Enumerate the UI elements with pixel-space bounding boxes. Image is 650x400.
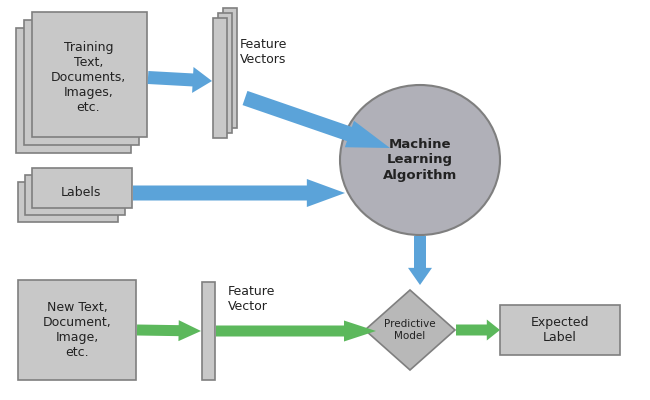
Bar <box>16 28 131 153</box>
Bar <box>500 305 620 355</box>
Bar <box>32 12 147 137</box>
Polygon shape <box>456 320 500 340</box>
Polygon shape <box>408 236 432 285</box>
Text: Machine
Learning
Algorithm: Machine Learning Algorithm <box>383 138 457 182</box>
Text: New Text,
Document,
Image,
etc.: New Text, Document, Image, etc. <box>43 301 111 359</box>
Polygon shape <box>242 91 390 148</box>
Bar <box>32 168 132 208</box>
Bar <box>202 282 215 380</box>
Bar <box>18 280 136 380</box>
Bar <box>25 175 125 215</box>
Bar <box>213 18 227 138</box>
Text: Predictive
Model: Predictive Model <box>384 319 436 341</box>
Text: Feature
Vectors: Feature Vectors <box>240 38 287 66</box>
Text: Expected
Label: Expected Label <box>531 316 590 344</box>
Polygon shape <box>137 320 201 341</box>
Polygon shape <box>148 67 212 93</box>
Bar <box>223 8 237 128</box>
Text: Training
Text,
Documents,
Images,
etc.: Training Text, Documents, Images, etc. <box>51 41 126 114</box>
Bar <box>24 20 139 145</box>
Text: Labels: Labels <box>61 186 101 200</box>
Polygon shape <box>216 320 376 342</box>
Text: Feature
Vector: Feature Vector <box>228 285 276 313</box>
Polygon shape <box>133 179 345 207</box>
Bar <box>18 182 118 222</box>
Ellipse shape <box>340 85 500 235</box>
Polygon shape <box>365 290 455 370</box>
Bar <box>218 13 232 133</box>
